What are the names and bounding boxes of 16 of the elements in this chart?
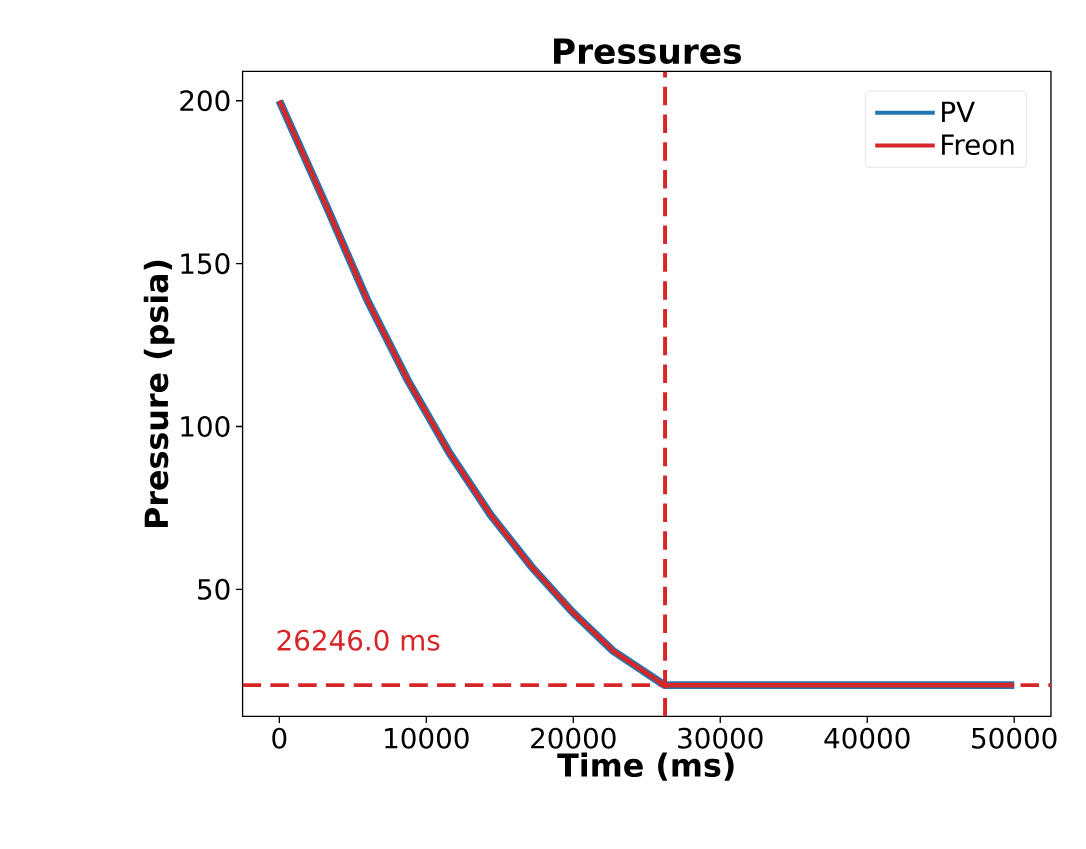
y-tick-label: 150	[181, 252, 230, 274]
y-axis-title: Pressure (psia)	[143, 260, 175, 527]
x-tick-label: 40000	[824, 727, 910, 749]
y-tick-label: 50	[198, 578, 230, 600]
x-axis-title: Time (ms)	[557, 752, 734, 781]
x-tick-label: 10000	[385, 727, 469, 749]
x-tick-label: 50000	[972, 727, 1057, 749]
legend-label: PV	[942, 101, 975, 122]
chart-title: Pressures	[554, 38, 741, 64]
ref-line-label: 26246.0 ms	[277, 629, 440, 651]
y-tick-label: 100	[181, 415, 230, 437]
legend-label: Freon	[942, 134, 1014, 155]
x-tick-label: 0	[272, 727, 287, 749]
x-tick-label: 20000	[531, 727, 616, 749]
x-tick-label: 30000	[678, 727, 763, 749]
y-tick-label: 200	[180, 90, 230, 112]
